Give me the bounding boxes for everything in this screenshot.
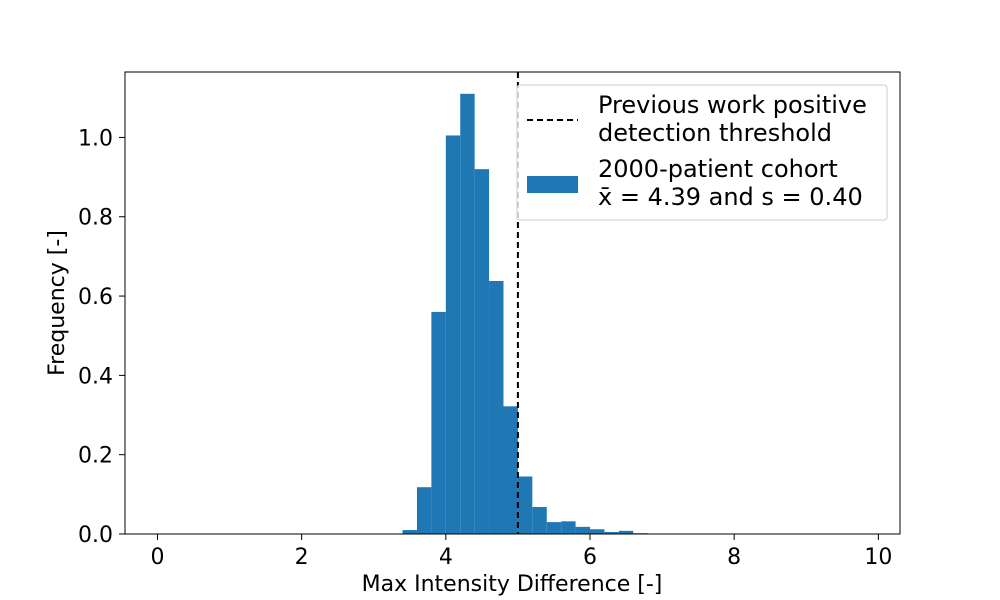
histogram-bar <box>445 135 461 535</box>
x-axis-label: Max Intensity Difference [-] <box>362 572 663 597</box>
y-tick-label: 0.4 <box>78 364 113 389</box>
plot-frame <box>124 71 901 535</box>
histogram-bar <box>532 507 547 534</box>
histogram-bar <box>474 169 490 534</box>
histogram-bar <box>618 530 634 534</box>
x-tick-label: 6 <box>583 545 597 570</box>
x-tick-label: 2 <box>295 545 309 570</box>
y-tick-label: 0.2 <box>78 444 113 469</box>
x-tick-label: 4 <box>439 545 453 570</box>
histogram-bar <box>517 476 533 534</box>
y-tick-label: 0.6 <box>78 285 113 310</box>
legend: Previous work positive detection thresho… <box>516 84 888 221</box>
legend-threshold-label-line2: detection threshold <box>598 119 832 147</box>
x-tick-label: 8 <box>727 545 741 570</box>
legend-hist-label-line1: 2000-patient cohort <box>598 155 838 183</box>
histogram-bar <box>489 280 504 534</box>
legend-threshold-label-line1: Previous work positive <box>598 91 867 119</box>
histogram-bar <box>431 311 446 534</box>
histogram-bar <box>561 521 576 534</box>
legend-frame <box>516 84 888 221</box>
histogram-bar <box>460 93 475 534</box>
histogram-bar <box>590 529 605 534</box>
x-tick-label: 0 <box>150 545 164 570</box>
histogram-bar <box>402 530 417 534</box>
y-axis-label: Frequency [-] <box>45 230 70 376</box>
histogram-bar <box>604 532 619 534</box>
legend-hist-swatch <box>527 176 578 193</box>
y-tick-label: 0.0 <box>78 523 113 548</box>
histogram-bars <box>402 93 648 535</box>
histogram-bar <box>503 406 518 534</box>
y-tick-label: 0.8 <box>78 206 113 231</box>
y-tick-label: 1.0 <box>78 126 113 151</box>
x-tick-label: 10 <box>864 545 892 570</box>
y-axis-ticks: 0.0 0.2 0.4 0.6 0.8 1.0 <box>78 126 125 548</box>
legend-hist-label-line2: x̄ = 4.39 and s = 0.40 <box>598 183 863 211</box>
histogram-bar <box>546 522 562 534</box>
histogram-bar <box>575 526 590 534</box>
histogram-bar <box>416 487 432 534</box>
x-axis-ticks: 0 2 4 6 8 10 <box>150 534 892 570</box>
